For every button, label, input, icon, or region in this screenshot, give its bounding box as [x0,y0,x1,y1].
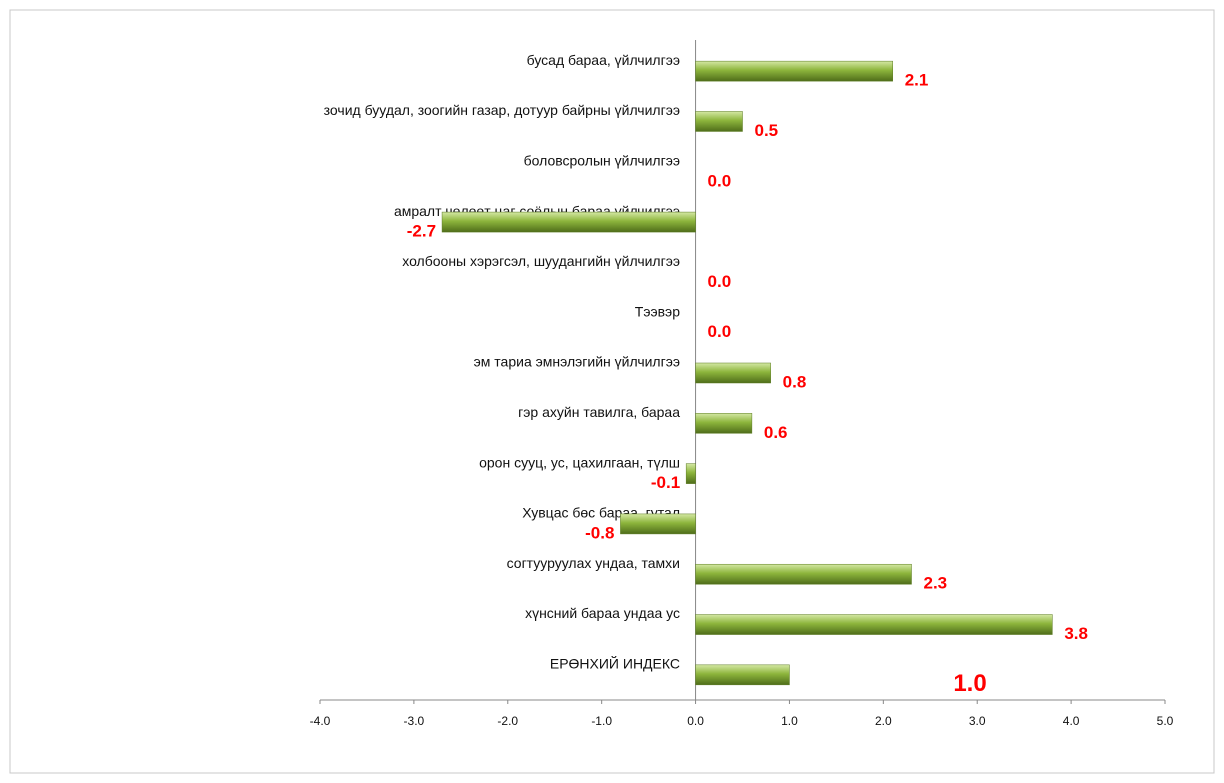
x-tick-label: 1.0 [781,714,798,728]
value-label: 0.0 [708,322,732,341]
value-label: 3.8 [1064,624,1088,643]
category-label: Тээвэр [635,303,680,319]
value-label: -2.7 [407,222,436,241]
chart-frame [9,9,1215,774]
x-tick-label: -4.0 [310,714,331,728]
bar [441,211,696,233]
value-label: 1.0 [953,670,986,697]
x-tick-label: -2.0 [497,714,518,728]
category-label: ЕРӨНХИЙ ИНДЕКС [550,655,680,672]
bar [695,362,771,384]
value-label: 0.6 [764,423,788,442]
value-label: 0.0 [708,171,732,190]
x-tick-label: 5.0 [1157,714,1174,728]
value-label: -0.1 [651,473,680,492]
value-label: 2.3 [924,574,948,593]
bar [695,111,743,132]
x-tick-label: 3.0 [969,714,986,728]
category-label: орон сууц, ус, цахилгаан, түлш [479,454,680,470]
bar [685,463,696,484]
value-label: -0.8 [585,523,614,542]
category-label: боловсролын үйлчилгээ [524,152,680,168]
category-label: зочид буудал, зоогийн газар, дотуур байр… [324,102,680,118]
bar [695,60,893,82]
category-label: гэр ахуйн тавилга, бараа [518,404,680,420]
x-tick-label: 0.0 [687,714,704,728]
bar [620,513,696,535]
x-tick-label: 2.0 [875,714,892,728]
value-label: 0.5 [755,121,779,140]
x-tick-label: 4.0 [1063,714,1080,728]
bar [695,563,912,585]
bar [695,664,790,686]
value-label: 0.0 [708,272,732,291]
x-tick-label: -3.0 [404,714,425,728]
category-label: бусад бараа, үйлчилгээ [527,52,680,68]
bar [695,413,753,434]
category-label: эм тариа эмнэлэгийн үйлчилгээ [474,354,680,370]
bar [695,614,1053,635]
value-label: 0.8 [783,372,807,391]
value-label: 2.1 [905,71,929,90]
category-label: холбооны хэрэгсэл, шуудангийн үйлчилгээ [402,253,680,269]
x-tick-label: -1.0 [591,714,612,728]
category-label: хүнсний бараа ундаа ус [525,605,680,621]
category-label: согтууруулах ундаа, тамхи [507,555,680,571]
